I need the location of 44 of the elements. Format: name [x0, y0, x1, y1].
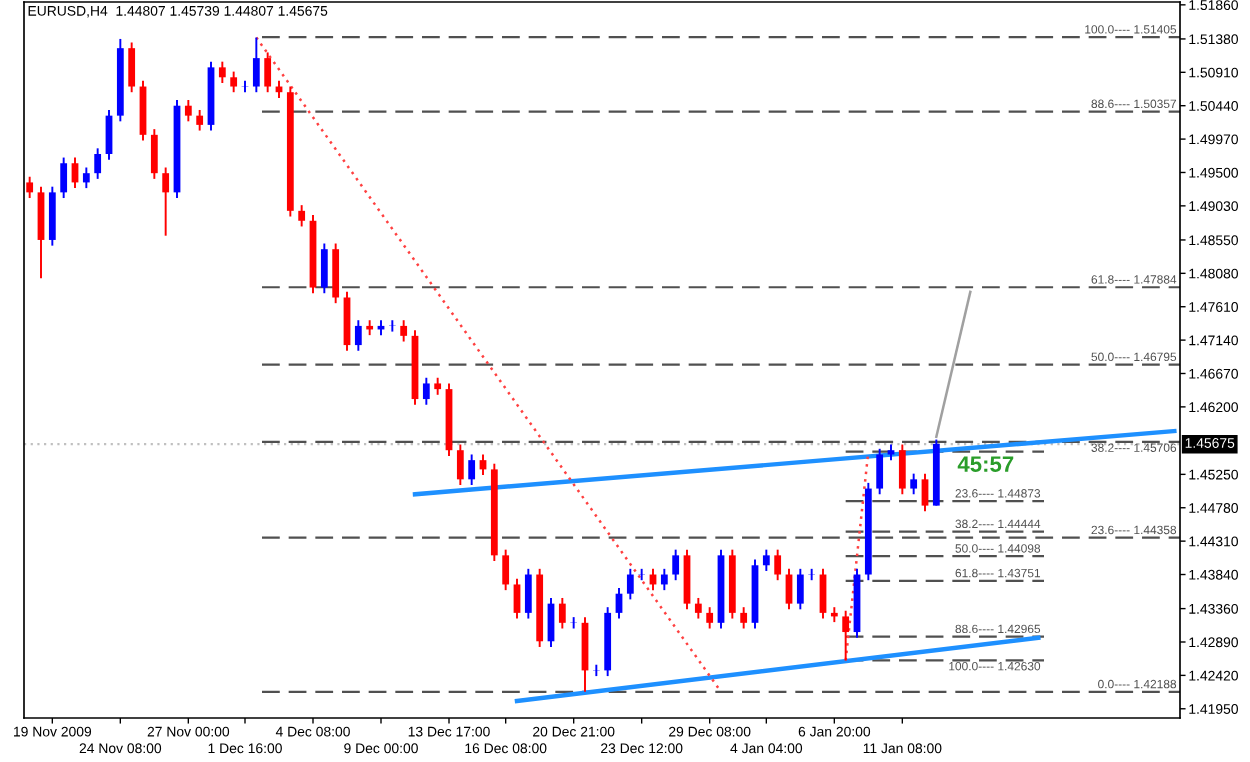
- candlestick: [672, 548, 680, 582]
- candlestick: [774, 548, 782, 582]
- candlestick: [60, 156, 68, 200]
- candlestick: [570, 616, 578, 630]
- candlestick: [298, 204, 306, 228]
- candlestick: [706, 606, 714, 630]
- candlestick: [264, 51, 272, 94]
- candlestick: [502, 548, 510, 592]
- candlestick: [400, 319, 408, 343]
- candlestick: [422, 376, 430, 406]
- candlestick: [638, 567, 646, 582]
- candlestick: [320, 242, 328, 295]
- candlestick: [910, 472, 918, 496]
- candlestick: [241, 79, 249, 94]
- annotation: 45:57: [957, 456, 1014, 472]
- candlestick: [48, 185, 56, 247]
- candlestick: [740, 606, 748, 630]
- candlestick: [808, 567, 816, 582]
- candlestick: [218, 60, 226, 84]
- candlestick: [898, 443, 906, 496]
- candlestick: [354, 319, 362, 352]
- candlestick: [468, 453, 476, 486]
- candlestick: [26, 175, 34, 200]
- candlestick: [626, 567, 634, 601]
- candlestick: [150, 128, 158, 180]
- candlestick: [921, 472, 929, 513]
- candlestick: [128, 41, 136, 94]
- candlestick: [162, 166, 170, 237]
- candlestick: [876, 447, 884, 496]
- candlestick: [82, 166, 90, 190]
- candlestick: [762, 548, 770, 572]
- candlestick: [842, 609, 850, 662]
- candlestick: [558, 596, 566, 630]
- candlestick: [252, 36, 260, 94]
- candlestick: [184, 99, 192, 123]
- candlestick: [196, 109, 204, 132]
- candlestick: [694, 596, 702, 620]
- candlestick: [94, 147, 102, 180]
- candlestick: [524, 567, 532, 620]
- candlestick: [513, 577, 521, 620]
- candlestick: [660, 567, 668, 592]
- candlestick: [230, 70, 238, 94]
- candlestick: [456, 443, 464, 486]
- candlestick: [796, 567, 804, 611]
